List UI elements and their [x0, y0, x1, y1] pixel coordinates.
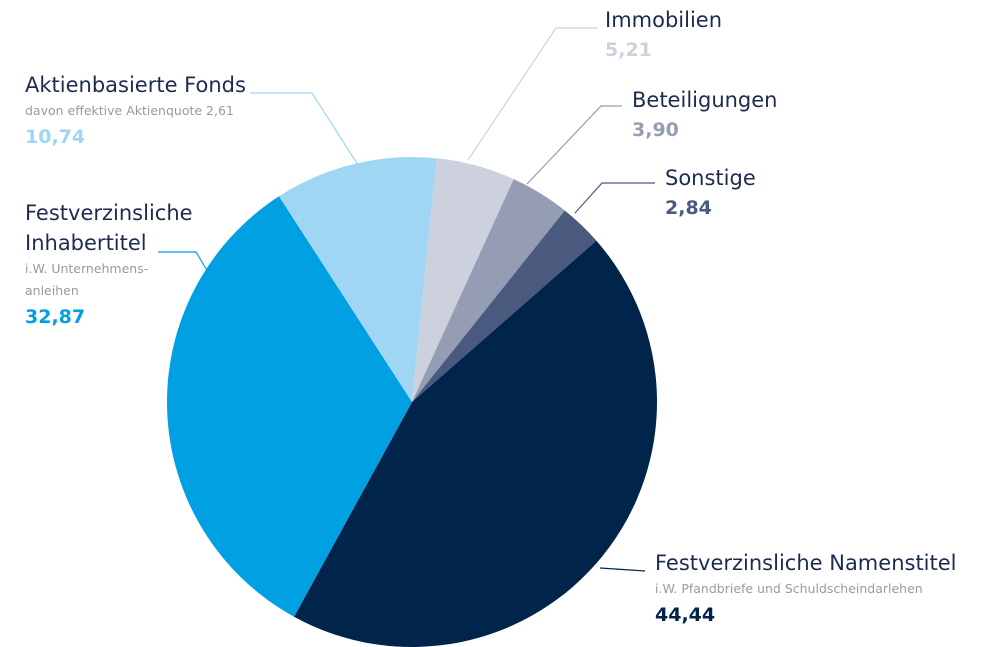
pie-slice	[294, 240, 657, 647]
slice-label: Aktienbasierte Fonds davon effektive Akti…	[25, 70, 305, 152]
category-name: Festverzinsliche Inhabertitel	[25, 201, 193, 255]
pie-slice	[412, 210, 597, 402]
leader-line	[599, 567, 646, 572]
pie-slice	[412, 179, 565, 402]
value-label: 3,90	[632, 119, 679, 141]
annotation: davon effektive Aktienquote 2,61	[25, 103, 234, 118]
annotation: i.W. Unternehmens-anleihen	[25, 261, 149, 298]
leader-line	[158, 251, 209, 273]
slice-label: Beteiligungen 3,90	[632, 85, 832, 145]
leader-line	[526, 105, 622, 185]
pie-slice	[412, 158, 514, 402]
category-name: Beteiligungen	[632, 88, 778, 112]
category-name: Aktienbasierte Fonds	[25, 73, 246, 97]
category-name: Immobilien	[605, 8, 723, 32]
category-name: Sonstige	[665, 166, 756, 190]
leader-line	[250, 92, 359, 166]
value-label: 5,21	[605, 39, 652, 61]
pie-slice	[278, 157, 437, 402]
value-label: 44,44	[655, 604, 716, 626]
slice-label: Festverzinsliche Namenstitel i.W. Pfandbr…	[655, 548, 975, 630]
leader-line	[467, 27, 598, 161]
pie-slice	[166, 196, 412, 617]
value-label: 10,74	[25, 126, 86, 148]
leader-line	[574, 182, 655, 214]
slice-label: Sonstige 2,84	[665, 163, 865, 223]
category-name: Festverzinsliche Namenstitel	[655, 551, 957, 575]
value-label: 2,84	[665, 197, 712, 219]
slice-label: Festverzinsliche Inhabertitel i.W. Untern…	[25, 198, 215, 332]
value-label: 32,87	[25, 306, 86, 328]
annotation: i.W. Pfandbriefe und Schuldscheindarlehe…	[655, 581, 923, 596]
slice-label: Immobilien 5,21	[605, 5, 805, 65]
